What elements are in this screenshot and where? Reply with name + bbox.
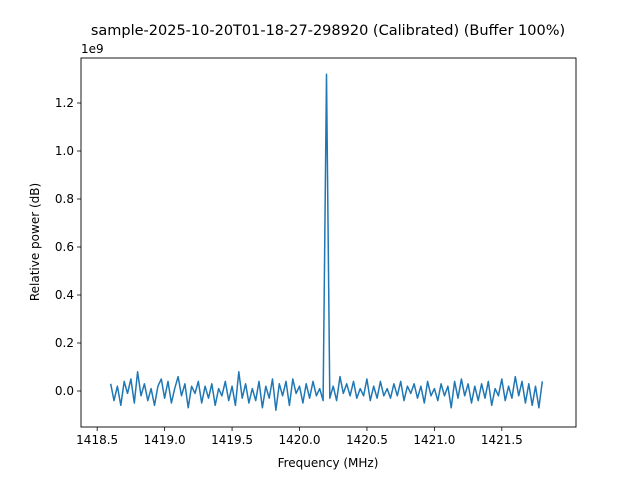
x-tick-label: 1419.5 xyxy=(211,433,253,447)
y-tick-label: 0.4 xyxy=(55,288,74,302)
y-tick-label: 0.2 xyxy=(55,336,74,350)
x-tick-label: 1421.0 xyxy=(413,433,455,447)
x-tick-label: 1420.5 xyxy=(346,433,388,447)
y-tick-label: 0.6 xyxy=(55,240,74,254)
y-tick-label: 0.8 xyxy=(55,192,74,206)
x-axis-label: Frequency (MHz) xyxy=(278,456,379,470)
y-axis-label: Relative power (dB) xyxy=(28,183,42,301)
y-tick-label: 1.2 xyxy=(55,96,74,110)
x-tick-label: 1419.0 xyxy=(144,433,186,447)
x-tick-label: 1420.0 xyxy=(279,433,321,447)
x-tick-label: 1421.5 xyxy=(481,433,523,447)
series-line xyxy=(109,73,544,411)
y-offset-label: 1e9 xyxy=(81,42,104,56)
x-tick-label: 1418.5 xyxy=(76,433,118,447)
y-tick-label: 1.0 xyxy=(55,144,74,158)
plot-frame xyxy=(80,57,577,428)
y-tick-label: 0.0 xyxy=(55,384,74,398)
chart-title: sample-2025-10-20T01-18-27-298920 (Calib… xyxy=(91,23,565,39)
